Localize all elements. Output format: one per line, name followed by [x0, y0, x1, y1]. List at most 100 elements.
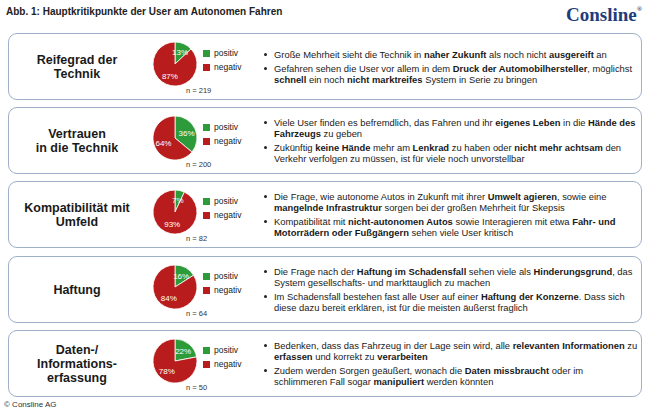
bullet-text: Die Frage, wie autonome Autos in Zukunft…	[274, 191, 488, 202]
legend-swatch	[203, 347, 210, 354]
slice-label: 84%	[161, 294, 177, 303]
bullet-text-bold: ausgereift	[549, 49, 594, 60]
bullet-text: zu	[625, 340, 638, 351]
bullet-text-bold: naher Zukunft	[424, 49, 487, 60]
bullet-dot	[264, 295, 267, 298]
bullet-text-bold: Umwelt agieren	[488, 191, 557, 202]
bullet-dot	[264, 53, 267, 56]
slice-label: 7%	[172, 196, 184, 205]
legend-label: negativ	[214, 286, 241, 295]
logo: Consline®	[548, 3, 642, 27]
legend-label: negativ	[214, 360, 241, 369]
bullet: Große Mehrheit sieht die Technik in nahe…	[262, 49, 638, 60]
pie-chart: 22% 78%	[145, 333, 209, 391]
legend-label: positiv	[214, 123, 238, 132]
bullet-text: zu haben oder	[449, 142, 514, 153]
slice-label: 22%	[175, 347, 191, 356]
legend-label: positiv	[214, 197, 238, 206]
bullet-dot	[264, 270, 267, 273]
bullet-text-bold: Haftung der Konzerne	[481, 291, 579, 302]
header-title: Abb. 1: Hauptkritikpunkte der User am Au…	[6, 6, 282, 17]
bullet-text: als noch nicht	[486, 49, 549, 60]
sample-size: n = 200	[186, 160, 211, 169]
bullet-text-bold: Haftung im Schadensfall	[357, 266, 466, 277]
bullet-text-bold: verarbeiten	[377, 351, 428, 362]
bullet-list: Große Mehrheit sieht die Technik in nahe…	[262, 33, 638, 100]
pie-chart: 16% 84%	[145, 259, 209, 317]
legend-swatch	[203, 138, 210, 145]
bullet-list: Viele User finden es befremdlich, das Fa…	[262, 107, 638, 174]
bullet-text-bold: nicht-autonomen Autos	[348, 216, 453, 227]
bullet: Kompatibilität mit nicht-autonomen Autos…	[262, 216, 638, 238]
bullet-text-bold: schnell	[274, 74, 306, 85]
bullet-text: Bedenken, dass das Fahrzeug in der Lage …	[274, 340, 513, 351]
bullet-text: Die Frage nach der	[274, 266, 357, 277]
bullet-text-bold: erfassen	[274, 351, 313, 362]
bullet-text: Viele User finden es befremdlich, das Fa…	[274, 117, 495, 128]
sample-size: n = 219	[186, 86, 211, 95]
legend-swatch	[203, 212, 210, 219]
slice-label: 93%	[164, 220, 180, 229]
pie-slice	[153, 265, 197, 309]
bullet-text-bold: Hinderungsgrund	[534, 266, 613, 277]
panel-title: Vertrauen in die Technik	[10, 107, 144, 174]
pie-chart: 7% 93%	[145, 184, 209, 242]
legend-label: negativ	[214, 63, 241, 72]
bullet-text: in die	[560, 117, 588, 128]
legend-swatch	[203, 50, 210, 57]
pie-slice	[153, 116, 192, 160]
bullet: Gefahren sehen die User vor allem in dem…	[262, 63, 638, 85]
slice-label: 13%	[172, 48, 188, 57]
legend-label: positiv	[214, 272, 238, 281]
legend-label: positiv	[214, 346, 238, 355]
slice-label: 78%	[159, 367, 175, 376]
panel-title: Daten-/ Informations- erfassung	[10, 330, 144, 397]
legend-swatch	[203, 361, 210, 368]
slice-label: 87%	[162, 72, 178, 81]
page: Abb. 1: Hauptkritikpunkte der User am Au…	[0, 0, 650, 412]
slice-label: 36%	[179, 129, 195, 138]
bullet: Bedenken, dass das Fahrzeug in der Lage …	[262, 340, 638, 362]
bullet-text: Im Schadensfall bestehen fast alle User …	[274, 291, 481, 302]
sample-size: n = 50	[186, 383, 207, 392]
slice-label: 16%	[173, 272, 189, 281]
legend-label: positiv	[214, 49, 238, 58]
sample-size: n = 82	[186, 234, 207, 243]
legend-label: negativ	[214, 211, 241, 220]
bullet-text: mehr am	[370, 142, 412, 153]
bullet-text-bold: Lenkrad	[413, 142, 449, 153]
bullet-text-bold: manipuliert	[374, 376, 425, 387]
footer: © Consline AG	[4, 400, 57, 409]
bullet-dot	[264, 369, 267, 372]
pie-slice	[153, 190, 197, 234]
legend-swatch	[203, 273, 210, 280]
bullet-text: sehen viele User kritisch	[409, 227, 513, 238]
bullet: Die Frage nach der Haftung im Schadensfa…	[262, 266, 638, 288]
bullet-text: ein noch	[306, 74, 347, 85]
bullet-list: Die Frage nach der Haftung im Schadensfa…	[262, 256, 638, 323]
bullet-text: werden könnten	[424, 376, 493, 387]
bullet-dot	[264, 146, 267, 149]
bullet-list: Bedenken, dass das Fahrzeug in der Lage …	[262, 330, 638, 397]
bullet-text-bold: nicht marktreifes	[347, 74, 423, 85]
legend-swatch	[203, 124, 210, 131]
bullet-text: , möglichst	[587, 63, 632, 74]
bullet-text: sorgen bei der großen Mehrheit für Skeps…	[382, 202, 565, 213]
pie-slice	[153, 339, 197, 383]
bullet-text: Große Mehrheit sieht die Technik in	[274, 49, 424, 60]
bullet: Zukünftig keine Hände mehr am Lenkrad zu…	[262, 142, 638, 164]
logo-text: Consline	[566, 4, 637, 25]
bullet-text: , sowie eine	[557, 191, 607, 202]
bullet-dot	[264, 220, 267, 223]
pie-chart: 36%64%	[145, 110, 209, 168]
bullet-text: und korrekt zu	[313, 351, 378, 362]
panel-title: Reifegrad der Technik	[10, 33, 144, 100]
panel-title: Kompatibilität mit Umfeld	[10, 181, 144, 248]
bullet-text: zu geben	[321, 128, 362, 139]
bullet-list: Die Frage, wie autonome Autos in Zukunft…	[262, 181, 638, 248]
bullet-text: Gefahren sehen die User vor allem in dem	[274, 63, 453, 74]
bullet-text-bold: Daten missbraucht	[465, 365, 549, 376]
legend-swatch	[203, 64, 210, 71]
bullet-dot	[264, 121, 267, 124]
bullet-dot	[264, 344, 267, 347]
